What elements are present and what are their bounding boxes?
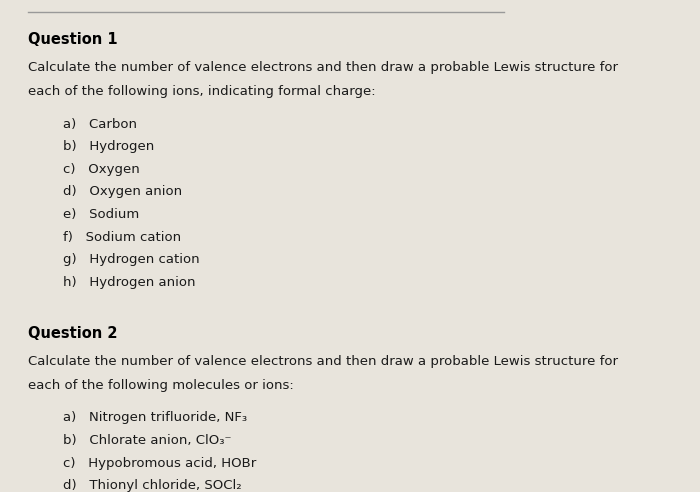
Text: c)   Hypobromous acid, HOBr: c) Hypobromous acid, HOBr [63,457,256,469]
Text: e)   Sodium: e) Sodium [63,208,139,221]
Text: a)   Carbon: a) Carbon [63,118,137,130]
Text: Calculate the number of valence electrons and then draw a probable Lewis structu: Calculate the number of valence electron… [28,62,618,74]
Text: h)   Hydrogen anion: h) Hydrogen anion [63,276,195,289]
Text: d)   Thionyl chloride, SOCl₂: d) Thionyl chloride, SOCl₂ [63,479,242,492]
Text: each of the following ions, indicating formal charge:: each of the following ions, indicating f… [28,85,376,98]
Text: f)   Sodium cation: f) Sodium cation [63,231,181,244]
Text: g)   Hydrogen cation: g) Hydrogen cation [63,253,199,266]
Text: b)   Hydrogen: b) Hydrogen [63,140,154,153]
Text: b)   Chlorate anion, ClO₃⁻: b) Chlorate anion, ClO₃⁻ [63,434,232,447]
Text: Question 2: Question 2 [28,326,118,340]
Text: each of the following molecules or ions:: each of the following molecules or ions: [28,379,294,392]
Text: c)   Oxygen: c) Oxygen [63,163,140,176]
Text: a)   Nitrogen trifluoride, NF₃: a) Nitrogen trifluoride, NF₃ [63,411,247,424]
Text: d)   Oxygen anion: d) Oxygen anion [63,185,182,198]
Text: Question 1: Question 1 [28,32,118,47]
Text: Calculate the number of valence electrons and then draw a probable Lewis structu: Calculate the number of valence electron… [28,355,618,368]
